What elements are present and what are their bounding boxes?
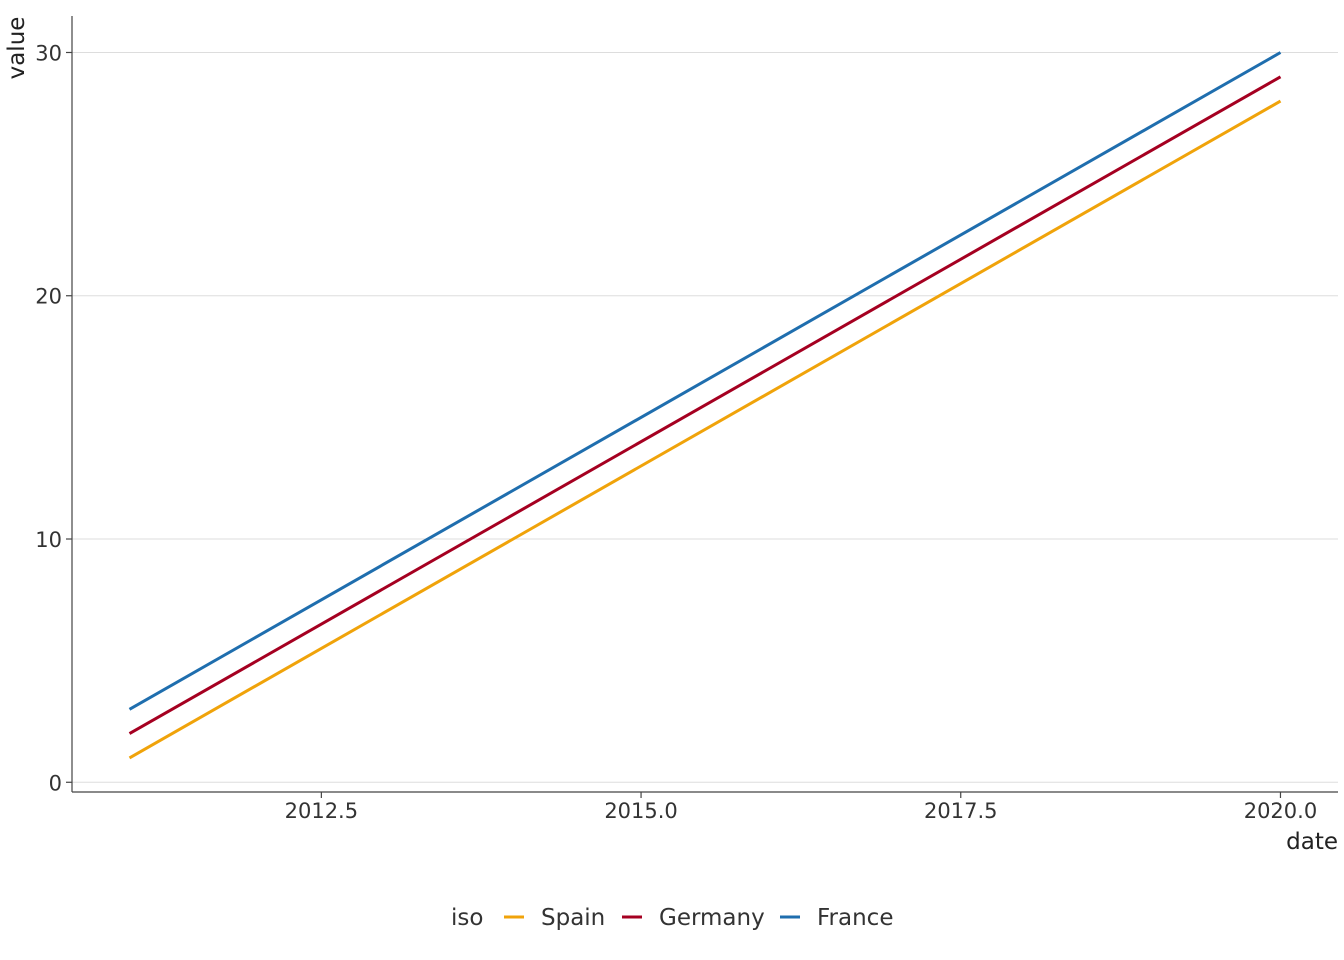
legend-label-germany: Germany: [659, 905, 765, 931]
y-ticks: 0 10 20 30: [35, 41, 72, 795]
axes: [71, 16, 1338, 793]
x-tick-label: 2017.5: [924, 799, 997, 823]
series-line-spain: [128, 99, 1282, 760]
x-tick-label: 2015.0: [604, 799, 677, 823]
y-axis-title: value: [4, 17, 30, 80]
series-line-france: [128, 51, 1282, 711]
legend-title: iso: [451, 905, 483, 931]
legend-label-france: France: [817, 905, 893, 931]
grid-lines: [72, 51, 1338, 783]
y-tick-label: 20: [35, 285, 62, 309]
x-ticks: 2012.5 2015.0 2017.5 2020.0: [285, 792, 1317, 823]
series-line-germany: [128, 75, 1282, 735]
x-axis-title: date: [1286, 829, 1338, 855]
series-lines: [128, 51, 1282, 760]
legend-label-spain: Spain: [541, 905, 605, 931]
legend: iso Spain Germany France: [451, 905, 893, 931]
y-tick-label: 0: [49, 771, 62, 795]
y-tick-label: 10: [35, 528, 62, 552]
x-tick-label: 2020.0: [1244, 799, 1317, 823]
x-tick-label: 2012.5: [285, 799, 358, 823]
y-tick-label: 30: [35, 41, 62, 65]
